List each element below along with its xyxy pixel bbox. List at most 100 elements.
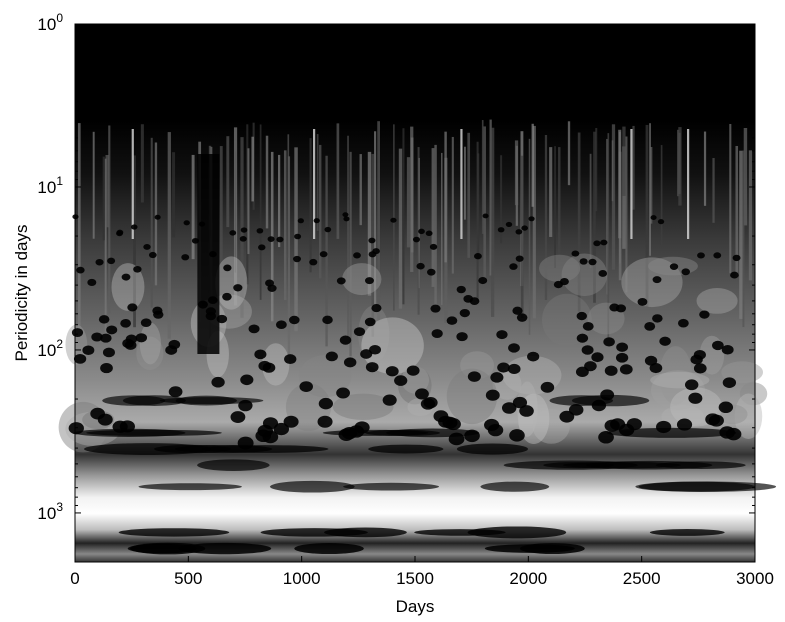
heatmap-streak — [92, 131, 95, 239]
heatmap-streak — [467, 132, 471, 258]
heatmap-dark-band — [86, 429, 222, 436]
heatmap-dark-spot — [690, 354, 703, 365]
heatmap-streak — [377, 121, 381, 320]
heatmap-streak — [402, 128, 405, 305]
heatmap-streak — [259, 124, 262, 300]
heatmap-streak — [464, 146, 466, 220]
heatmap-spike — [630, 129, 633, 239]
heatmap-streak — [150, 137, 153, 308]
heatmap-dark-spot — [416, 262, 425, 270]
heatmap-dark-spot — [360, 349, 373, 359]
heatmap-dark-spot — [262, 362, 276, 373]
heatmap-dark-spot — [681, 268, 690, 276]
heatmap-dark-spot — [676, 418, 693, 431]
heatmap-dark-spot — [313, 218, 320, 224]
heatmap-dark-spot — [722, 377, 737, 388]
heatmap-streak — [735, 145, 739, 278]
heatmap-dark-spot — [600, 239, 608, 246]
heatmap-streak — [102, 156, 105, 241]
heatmap-streak — [347, 135, 349, 338]
heatmap-dark-spot — [540, 381, 555, 393]
heatmap-dark-spot — [637, 297, 648, 306]
heatmap-marks — [58, 119, 777, 555]
heatmap-dark-spot — [98, 315, 110, 324]
heatmap-dark-spot — [579, 258, 588, 265]
heatmap-dark-spot — [191, 237, 200, 244]
heatmap-dark-spot — [319, 251, 328, 258]
heatmap-dark-gap — [197, 154, 220, 354]
heatmap-streak — [622, 146, 626, 249]
heatmap-dark-spot — [512, 306, 523, 315]
heatmap-dark-spot — [87, 278, 97, 286]
heatmap-dark-spot — [708, 414, 724, 427]
heatmap-dark-spot — [382, 394, 397, 406]
x-axis: 0 500 1000 1500 2000 2500 3000 — [70, 24, 774, 588]
heatmap-dark-spot — [507, 363, 521, 375]
y-axis-label: Periodicity in days — [12, 224, 31, 361]
heatmap-streak — [441, 152, 443, 305]
heatmap-blob — [111, 263, 145, 311]
x-tick-label: 1500 — [396, 569, 434, 588]
heatmap-dark-spot — [593, 240, 601, 247]
heatmap-dark-spot — [230, 411, 246, 423]
heatmap-streak — [265, 135, 269, 229]
heatmap-streak — [104, 158, 107, 339]
heatmap-dark-spot — [659, 336, 671, 346]
heatmap-streak — [677, 129, 680, 197]
heatmap-streak — [251, 136, 254, 202]
heatmap-dark-spot — [181, 254, 190, 261]
heatmap-dark-spot — [100, 363, 113, 374]
heatmap-streak — [219, 146, 223, 273]
heatmap-dark-spot — [456, 285, 466, 294]
heatmap-dark-spot — [626, 418, 642, 431]
heatmap-dark-band — [102, 395, 166, 406]
heatmap-streak — [712, 158, 715, 223]
heatmap-dark-spot — [106, 325, 118, 335]
heatmap-streak — [595, 128, 598, 212]
heatmap-dark-spot — [385, 366, 399, 377]
heatmap-dark-spot — [294, 233, 302, 240]
heatmap-dark-spot — [406, 365, 420, 376]
heatmap-dark-band — [467, 526, 567, 539]
heatmap-dark-spot — [140, 318, 152, 327]
heatmap-dark-spot — [82, 345, 95, 356]
heatmap-dark-spot — [135, 333, 148, 343]
heatmap-dark-band — [480, 481, 550, 492]
heatmap-dark-spot — [657, 219, 665, 225]
heatmap-blob — [361, 317, 424, 375]
x-tick-label: 500 — [174, 569, 202, 588]
heatmap-dark-spot — [255, 429, 272, 443]
heatmap-streak — [520, 155, 524, 319]
heatmap-dark-spot — [505, 221, 513, 227]
heatmap-dark-spot — [482, 213, 489, 219]
heatmap-dark-spot — [521, 225, 528, 231]
heatmap-dark-spot — [276, 236, 284, 243]
heatmap-dark-spot — [240, 227, 248, 233]
heatmap-dark-spot — [100, 333, 112, 343]
heatmap-dark-spot — [509, 263, 518, 270]
heatmap-streak — [743, 128, 748, 226]
heatmap-dark-spot — [604, 419, 620, 432]
heatmap-dark-spot — [442, 416, 458, 429]
heatmap-streak — [703, 131, 707, 206]
heatmap-dark-spot — [430, 304, 441, 313]
heatmap-streak — [742, 150, 745, 328]
heatmap-streak — [398, 148, 403, 309]
heatmap-dark-spot — [649, 362, 663, 374]
heatmap-streak — [567, 121, 571, 186]
heatmap-dark-spot — [368, 237, 376, 244]
heatmap-dark-band — [175, 395, 237, 406]
heatmap-dark-spot — [183, 220, 190, 226]
heatmap-streak — [167, 132, 171, 339]
heatmap-dark-spot — [644, 322, 656, 331]
heatmap-dark-spot — [258, 244, 266, 251]
heatmap-dark-band — [649, 528, 725, 536]
heatmap-blob — [739, 382, 768, 406]
heatmap-dark-spot — [324, 226, 332, 233]
heatmap-dark-spot — [431, 329, 443, 339]
heatmap-dark-spot — [256, 228, 264, 234]
heatmap-streak — [650, 147, 653, 224]
heatmap-dark-spot — [222, 292, 232, 301]
heatmap-dark-spot — [369, 344, 381, 355]
heatmap-dark-band — [322, 429, 429, 436]
